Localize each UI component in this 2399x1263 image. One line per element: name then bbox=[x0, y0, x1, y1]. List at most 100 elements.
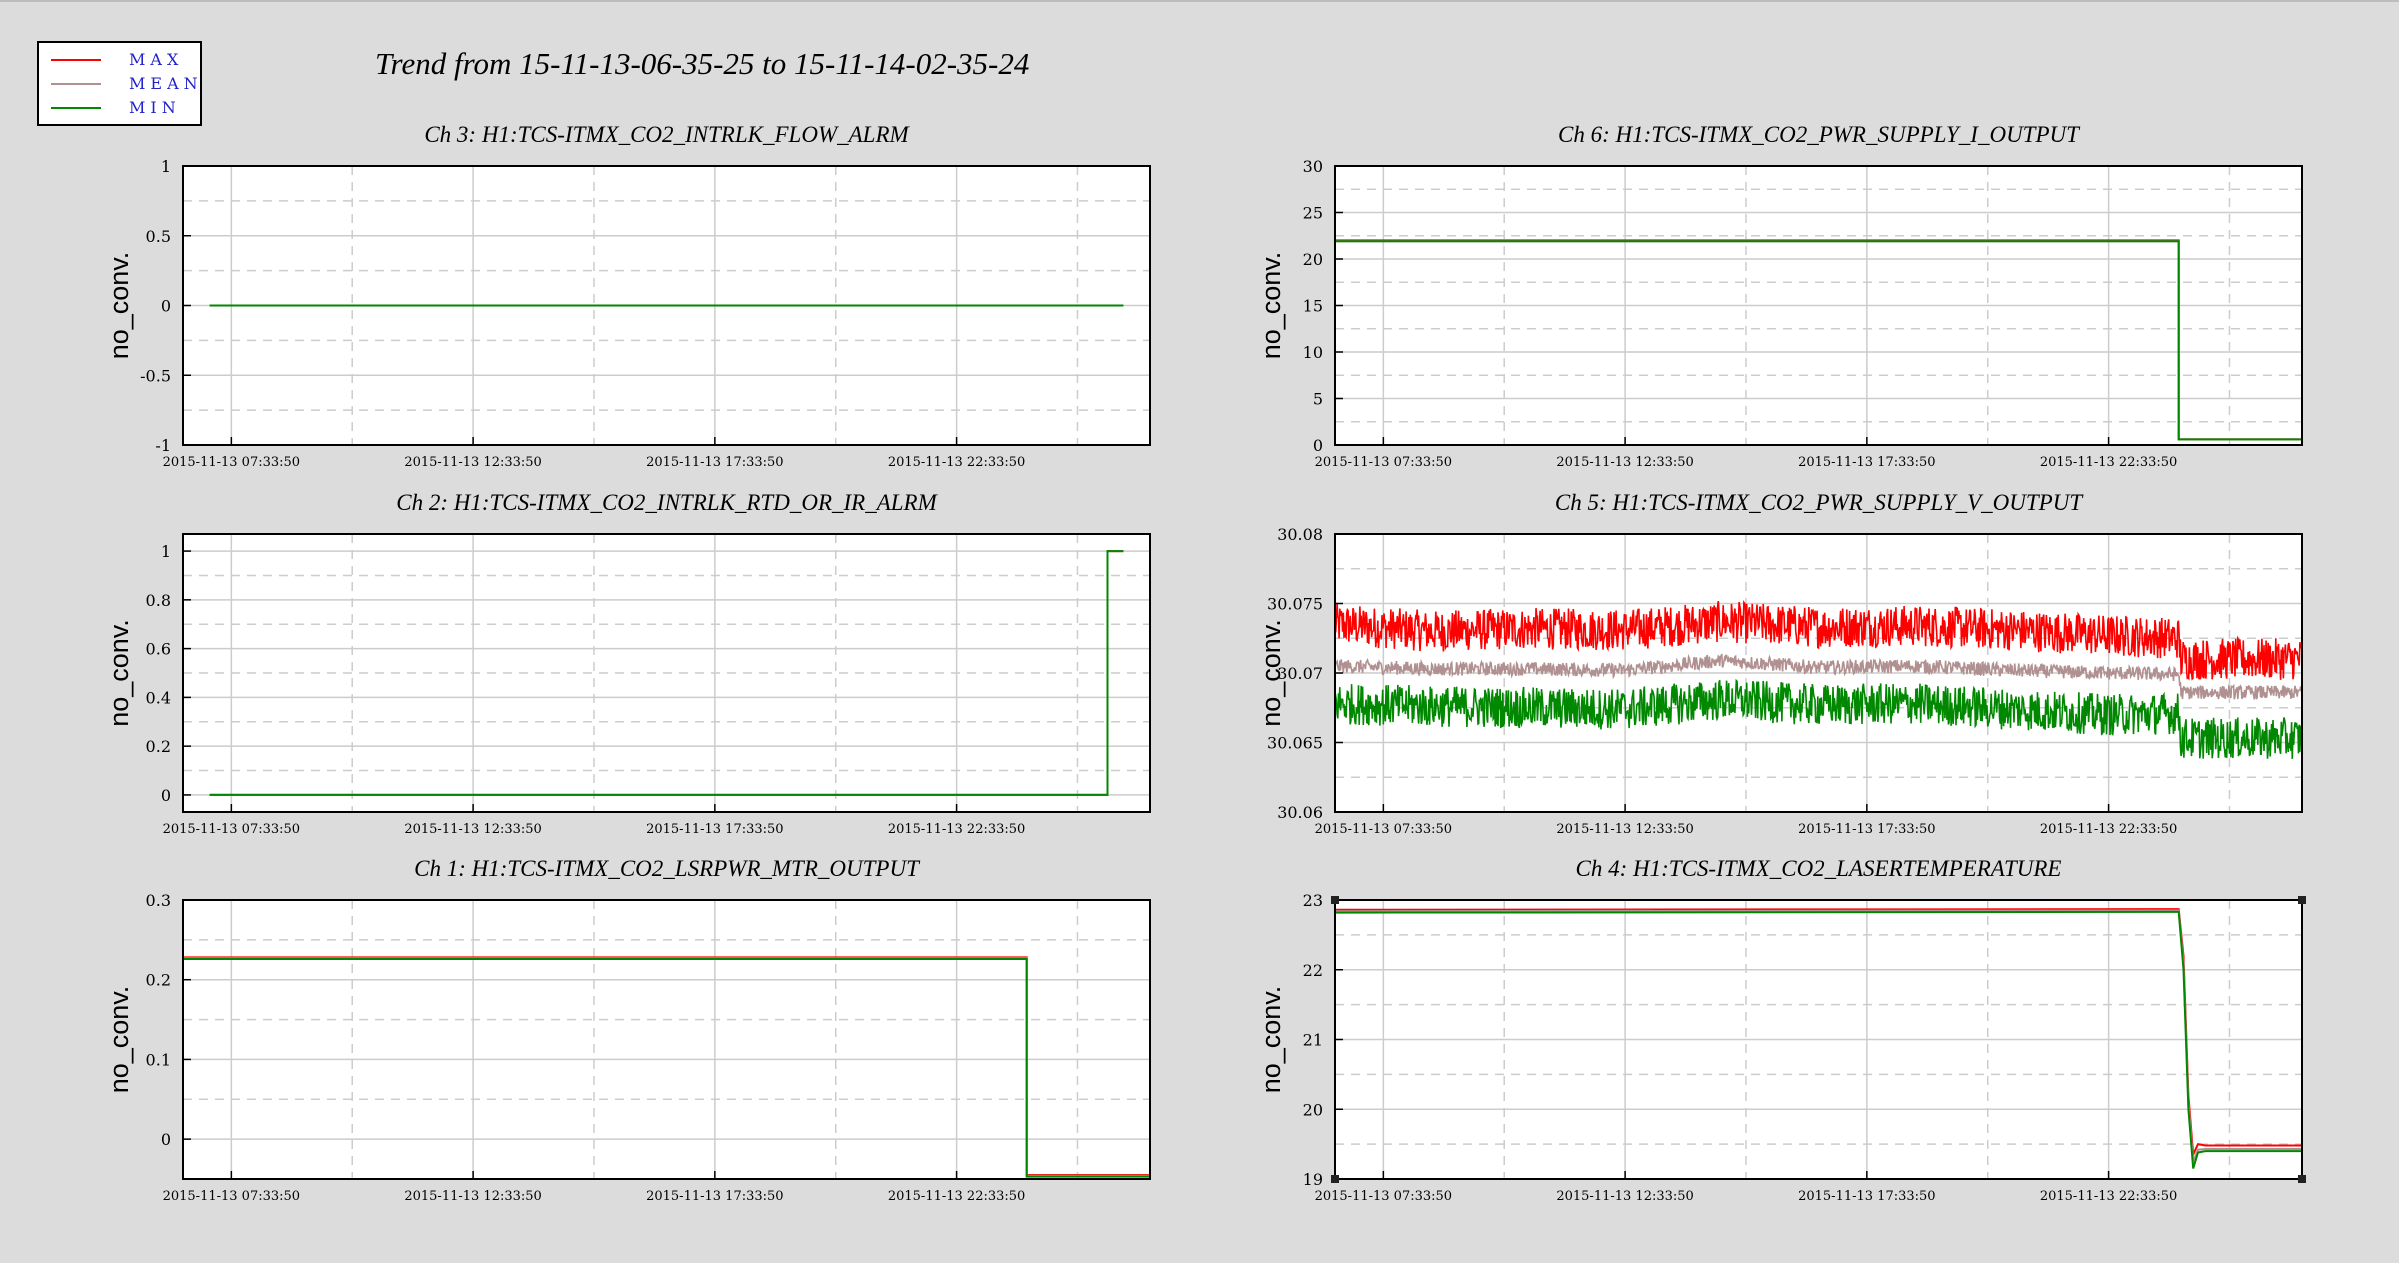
chart-panel-3: 1 0.8 0.6 0.4 0.2 0 2015-11-13 07:33:50 2015-11… bbox=[104, 490, 1151, 837]
y-tick-label: 20 bbox=[1303, 1100, 1323, 1119]
y-axis-label: no_conv. bbox=[104, 986, 134, 1094]
x-tick-label: 2015-11-13 12:33:50 bbox=[1556, 455, 1693, 470]
legend-swatch-min bbox=[51, 107, 101, 109]
y-tick-label: 30.075 bbox=[1267, 595, 1323, 614]
y-tick-label: 30.07 bbox=[1277, 664, 1323, 683]
legend-label-mean: MEAN bbox=[129, 74, 203, 93]
x-tick-label: 2015-11-13 07:33:50 bbox=[163, 822, 300, 837]
x-tick-label: 2015-11-13 22:33:50 bbox=[2040, 1189, 2177, 1204]
x-tick-label: 2015-11-13 07:33:50 bbox=[163, 455, 300, 470]
series-group bbox=[1335, 239, 2302, 441]
series-group bbox=[1335, 599, 2302, 759]
plot-background bbox=[183, 900, 1150, 1179]
chart-title: Ch 3: H1:TCS-ITMX_CO2_INTRLK_FLOW_ALRM bbox=[424, 122, 910, 147]
series-min bbox=[209, 550, 1124, 796]
legend-label-max: MAX bbox=[129, 50, 184, 69]
y-tick-label: 0.1 bbox=[146, 1050, 171, 1069]
chart-title: Ch 6: H1:TCS-ITMX_CO2_PWR_SUPPLY_I_OUTPU… bbox=[1558, 122, 2081, 147]
y-tick-label: 0 bbox=[161, 1130, 171, 1149]
x-tick-label: 2015-11-13 07:33:50 bbox=[1315, 1189, 1452, 1204]
chart-title: Ch 2: H1:TCS-ITMX_CO2_INTRLK_RTD_OR_IR_A… bbox=[396, 490, 938, 515]
y-tick-label: 0.2 bbox=[146, 971, 171, 990]
series-min bbox=[1335, 910, 2302, 1169]
y-axis-label: no_conv. bbox=[1256, 986, 1286, 1094]
x-tick-label: 2015-11-13 12:33:50 bbox=[404, 822, 541, 837]
selection-handle bbox=[2298, 1175, 2306, 1183]
y-tick-label: 21 bbox=[1303, 1031, 1323, 1050]
y-tick-label: -1 bbox=[155, 436, 171, 455]
y-tick-label: -0.5 bbox=[140, 366, 171, 385]
legend-label-min: MIN bbox=[129, 98, 181, 117]
y-tick-label: 30 bbox=[1303, 157, 1323, 176]
y-tick-label: 1 bbox=[161, 157, 171, 176]
selection-handle bbox=[1331, 896, 1339, 904]
y-axis-label: no_conv. bbox=[1256, 619, 1286, 727]
x-tick-label: 2015-11-13 22:33:50 bbox=[888, 455, 1025, 470]
x-tick-label: 2015-11-13 12:33:50 bbox=[404, 455, 541, 470]
series-mean bbox=[1335, 653, 2302, 700]
y-tick-label: 22 bbox=[1303, 961, 1323, 980]
y-tick-label: 15 bbox=[1303, 297, 1323, 316]
chart-title: Ch 4: H1:TCS-ITMX_CO2_LASERTEMPERATURE bbox=[1576, 856, 2062, 881]
chart-panel-5: 0.3 0.2 0.1 0 2015-11-13 07:33:50 2015-11-13 … bbox=[104, 856, 1151, 1204]
chart-title: Ch 5: H1:TCS-ITMX_CO2_PWR_SUPPLY_V_OUTPU… bbox=[1555, 490, 2084, 515]
y-tick-label: 25 bbox=[1303, 204, 1323, 223]
x-tick-label: 2015-11-13 07:33:50 bbox=[163, 1189, 300, 1204]
y-axis-label: no_conv. bbox=[104, 252, 134, 360]
y-tick-label: 0.8 bbox=[146, 591, 171, 610]
plot-frame bbox=[182, 533, 1151, 813]
x-tick-label: 2015-11-13 17:33:50 bbox=[646, 455, 783, 470]
legend-item-max: MAX bbox=[51, 49, 201, 71]
page-title: Trend from 15-11-13-06-35-25 to 15-11-14… bbox=[375, 46, 1030, 81]
y-tick-label: 19 bbox=[1303, 1170, 1323, 1189]
series-group bbox=[183, 956, 1150, 1178]
x-tick-label: 2015-11-13 12:33:50 bbox=[1556, 822, 1693, 837]
y-tick-label: 23 bbox=[1303, 891, 1323, 910]
x-tick-label: 2015-11-13 17:33:50 bbox=[646, 822, 783, 837]
x-tick-label: 2015-11-13 22:33:50 bbox=[2040, 455, 2177, 470]
y-tick-label: 30.06 bbox=[1277, 803, 1323, 822]
y-axis-label: no_conv. bbox=[1256, 252, 1286, 360]
y-tick-label: 0.6 bbox=[146, 640, 171, 659]
x-tick-label: 2015-11-13 12:33:50 bbox=[404, 1189, 541, 1204]
plot-frame bbox=[182, 899, 1151, 1180]
y-tick-label: 30.065 bbox=[1267, 734, 1323, 753]
y-tick-label: 0 bbox=[1313, 436, 1323, 455]
series-max bbox=[1335, 599, 2302, 681]
y-tick-label: 10 bbox=[1303, 343, 1323, 362]
y-tick-label: 0.5 bbox=[146, 227, 171, 246]
legend-item-min: MIN bbox=[51, 97, 201, 119]
y-tick-label: 0.3 bbox=[146, 891, 171, 910]
y-tick-label: 0.2 bbox=[146, 737, 171, 756]
y-tick-label: 0 bbox=[161, 786, 171, 805]
x-tick-label: 2015-11-13 17:33:50 bbox=[1798, 455, 1935, 470]
x-tick-label: 2015-11-13 22:33:50 bbox=[888, 822, 1025, 837]
series-group bbox=[1335, 908, 2302, 1169]
y-axis-label: no_conv. bbox=[104, 619, 134, 727]
y-tick-label: 0 bbox=[161, 297, 171, 316]
x-tick-label: 2015-11-13 07:33:50 bbox=[1315, 822, 1452, 837]
y-tick-label: 0.4 bbox=[146, 688, 171, 707]
selection-handle bbox=[2298, 896, 2306, 904]
y-tick-label: 20 bbox=[1303, 250, 1323, 269]
selection-handle bbox=[1331, 1175, 1339, 1183]
chart-title: Ch 1: H1:TCS-ITMX_CO2_LSRPWR_MTR_OUTPUT bbox=[414, 856, 921, 881]
x-tick-label: 2015-11-13 22:33:50 bbox=[2040, 822, 2177, 837]
y-tick-label: 1 bbox=[161, 542, 171, 561]
x-tick-label: 2015-11-13 07:33:50 bbox=[1315, 455, 1452, 470]
x-tick-label: 2015-11-13 22:33:50 bbox=[888, 1189, 1025, 1204]
x-tick-label: 2015-11-13 17:33:50 bbox=[1798, 1189, 1935, 1204]
x-tick-label: 2015-11-13 12:33:50 bbox=[1556, 1189, 1693, 1204]
series-min bbox=[183, 958, 1150, 1178]
legend-item-mean: MEAN bbox=[51, 73, 201, 95]
series-min bbox=[1335, 240, 2302, 441]
series-min bbox=[1335, 678, 2302, 759]
x-tick-label: 2015-11-13 17:33:50 bbox=[1798, 822, 1935, 837]
series-group bbox=[209, 550, 1124, 796]
legend-box: MAX MEAN MIN bbox=[37, 41, 202, 126]
